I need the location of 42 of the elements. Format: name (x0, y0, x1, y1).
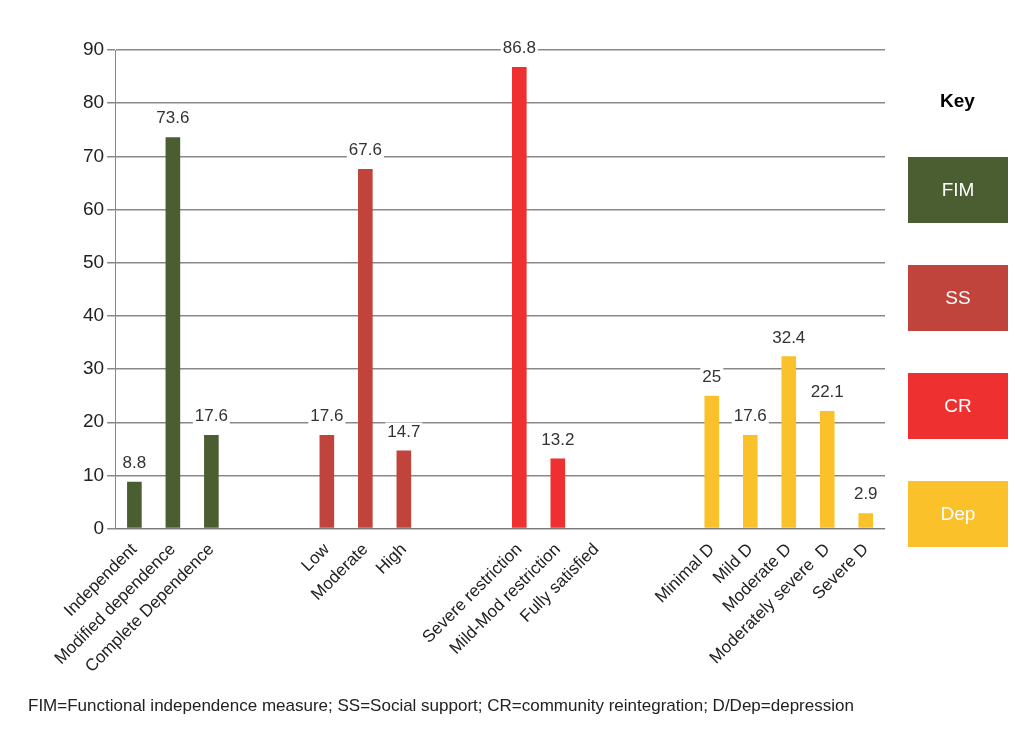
bar (319, 435, 335, 528)
data-label: 22.1 (810, 382, 844, 402)
bar (165, 137, 181, 528)
y-tick-label: 80 (82, 91, 105, 113)
y-tick-label: 10 (82, 463, 105, 485)
y-tick-label: 0 (93, 516, 105, 538)
text: CR (908, 373, 1008, 439)
y-tick-label: 50 (82, 250, 105, 272)
data-label: 13.2 (541, 429, 575, 449)
bar (127, 481, 142, 528)
legend-title: Key (939, 90, 976, 112)
bar (358, 169, 373, 528)
data-label: 17.6 (194, 406, 228, 426)
data-label: 2.9 (853, 484, 878, 504)
text: FIM (908, 157, 1008, 223)
data-label: 17.6 (310, 406, 344, 426)
data-label: 25 (702, 366, 722, 386)
bar (858, 513, 874, 528)
bar (204, 435, 219, 528)
bar (396, 450, 412, 528)
y-tick-label: 40 (82, 304, 105, 326)
y-tick-label: 60 (82, 197, 105, 219)
bar (550, 458, 566, 528)
text: FIM=Functional independence measure; SS=Social support; CR=community reintegration; D/Dep=depression (28, 696, 854, 716)
text: Dep (908, 481, 1008, 547)
y-tick-label: 70 (82, 144, 105, 166)
data-label: 14.7 (387, 421, 421, 441)
data-label: 67.6 (348, 140, 382, 160)
data-label: 86.8 (502, 38, 536, 58)
bar (512, 67, 527, 528)
bar (704, 395, 720, 528)
bar (781, 356, 797, 528)
text: SS (908, 265, 1008, 331)
y-tick-label: 20 (82, 410, 105, 432)
data-label: 8.8 (122, 453, 147, 472)
bar (742, 435, 758, 528)
data-label: 17.6 (733, 406, 767, 426)
y-tick-label: 30 (82, 357, 105, 379)
y-tick-label: 90 (82, 38, 105, 60)
data-label: 32.4 (772, 327, 806, 347)
bar (819, 411, 835, 528)
data-label: 73.6 (156, 108, 190, 128)
